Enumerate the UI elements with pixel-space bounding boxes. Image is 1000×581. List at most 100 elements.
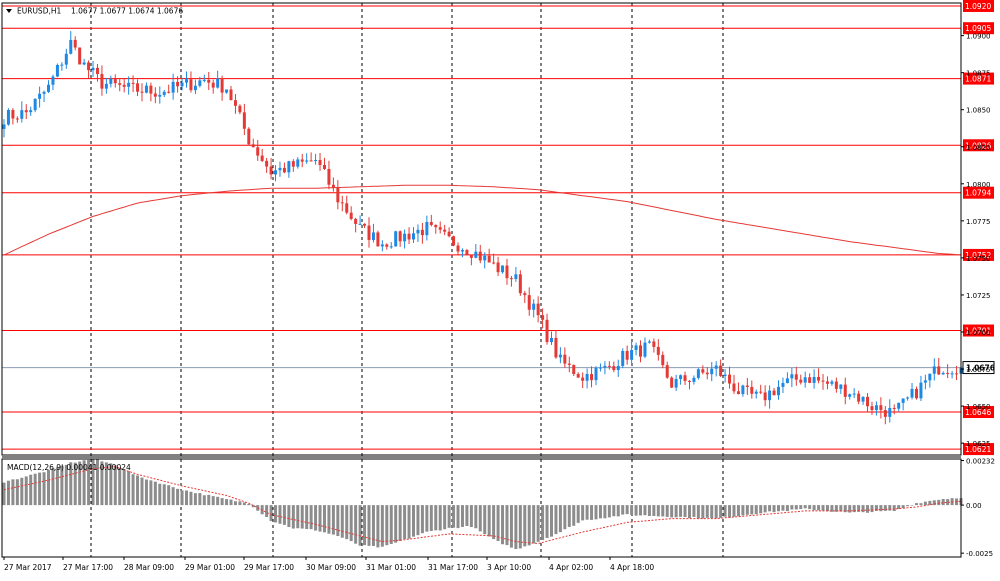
- macd-histogram-bar: [469, 505, 473, 528]
- candle-body: [318, 160, 322, 165]
- level-price-label: 1.0621: [965, 445, 991, 454]
- candle-body: [509, 278, 513, 280]
- candle-body: [777, 386, 781, 396]
- macd-histogram-bar: [149, 480, 153, 506]
- macd-histogram-bar: [144, 479, 148, 506]
- candle-body: [598, 367, 602, 369]
- candle-body: [901, 398, 905, 403]
- price-axis-label: 1.0800: [966, 181, 991, 189]
- candle-body: [643, 342, 647, 357]
- candle-body: [278, 167, 282, 171]
- candle-body: [207, 79, 211, 83]
- macd-histogram-bar: [923, 501, 927, 506]
- ma-layer: [3, 184, 962, 256]
- candle-body: [265, 160, 269, 167]
- macd-histogram-bar: [33, 473, 37, 506]
- candle-body: [100, 74, 104, 89]
- macd-histogram-bar: [857, 505, 861, 512]
- candle-body: [768, 390, 772, 401]
- macd-histogram-bar: [541, 505, 545, 540]
- candle-body: [158, 94, 162, 97]
- level-price-label: 1.0794: [965, 189, 991, 198]
- level-price-label: 1.0871: [965, 75, 991, 84]
- candle-body: [692, 377, 696, 382]
- candle-body: [371, 232, 375, 240]
- macd-histogram-bar: [509, 505, 513, 548]
- macd-histogram-bar: [817, 505, 821, 511]
- candle-body: [527, 295, 531, 310]
- macd-histogram-bar: [318, 505, 322, 532]
- macd-histogram-bar: [291, 505, 295, 529]
- candle-body: [2, 124, 6, 129]
- candle-body: [785, 378, 789, 384]
- macd-histogram-bar: [478, 505, 482, 532]
- candle-body: [189, 79, 193, 91]
- candle-body: [514, 274, 518, 280]
- macd-histogram-bar: [24, 476, 28, 506]
- candle-body: [73, 39, 77, 48]
- dropdown-triangle-icon[interactable]: [6, 9, 12, 13]
- candle-body: [162, 91, 166, 95]
- candle-body: [127, 82, 131, 87]
- candle-body: [460, 250, 464, 252]
- candle-body: [870, 406, 874, 411]
- macd-histogram-bar: [549, 505, 553, 537]
- level-price-label: 1.0826: [965, 141, 991, 150]
- macd-histogram-bar: [29, 474, 33, 506]
- macd-histogram-bar: [937, 499, 941, 506]
- candle-body: [242, 112, 246, 129]
- macd-histogram-bar: [11, 479, 15, 506]
- macd-histogram-bar: [941, 498, 945, 506]
- macd-histogram-bar: [585, 505, 589, 520]
- macd-histogram-bar: [768, 505, 772, 512]
- macd-histogram-bar: [296, 505, 300, 529]
- macd-histogram-bar: [420, 505, 424, 534]
- candle-body: [233, 100, 237, 106]
- macd-histogram-bar: [607, 505, 611, 518]
- macd-histogram-bar: [901, 505, 905, 509]
- candle-body: [799, 379, 803, 383]
- candles-layer: [2, 31, 963, 425]
- macd-histogram-bar: [95, 459, 99, 506]
- candle-body: [710, 368, 714, 375]
- macd-histogram-bar: [300, 505, 304, 529]
- macd-histogram-bar: [745, 505, 749, 515]
- macd-histogram-bar: [732, 505, 736, 517]
- macd-histogram-bar: [843, 505, 847, 513]
- macd-histogram-bar: [674, 505, 678, 518]
- candle-body: [109, 78, 113, 84]
- candle-body: [87, 62, 91, 71]
- candle-body: [416, 229, 420, 234]
- candle-body: [376, 232, 380, 247]
- time-axis-label: 29 Mar 17:00: [244, 563, 294, 572]
- candle-body: [656, 346, 660, 355]
- candle-body: [705, 372, 709, 375]
- candle-body: [456, 245, 460, 252]
- macd-histogram-bar: [523, 505, 527, 547]
- macd-histogram-bar: [380, 505, 384, 547]
- macd-histogram-bar: [345, 505, 349, 540]
- candle-body: [554, 337, 558, 358]
- candle-body: [825, 381, 829, 384]
- macd-histogram-bar: [162, 484, 166, 506]
- macd-histogram-bar: [78, 461, 82, 506]
- candle-body: [251, 144, 255, 148]
- candle-body: [714, 365, 718, 369]
- macd-histogram-bar: [736, 505, 740, 517]
- macd-histogram-bar: [412, 505, 416, 537]
- macd-histogram-bar: [487, 505, 491, 537]
- candle-body: [683, 375, 687, 381]
- time-axis-label: 29 Mar 01:00: [185, 563, 235, 572]
- level-price-box: [963, 443, 994, 456]
- candle-body: [937, 366, 941, 375]
- level-price-box: [963, 248, 994, 261]
- macd-histogram-bar: [514, 505, 518, 550]
- macd-histogram-bar: [122, 469, 126, 506]
- macd-histogram-bar: [639, 505, 643, 516]
- macd-histogram-bar: [518, 505, 522, 549]
- candle-body: [140, 91, 144, 93]
- candle-body: [269, 166, 273, 175]
- macd-axis-label: 0.00: [966, 502, 982, 510]
